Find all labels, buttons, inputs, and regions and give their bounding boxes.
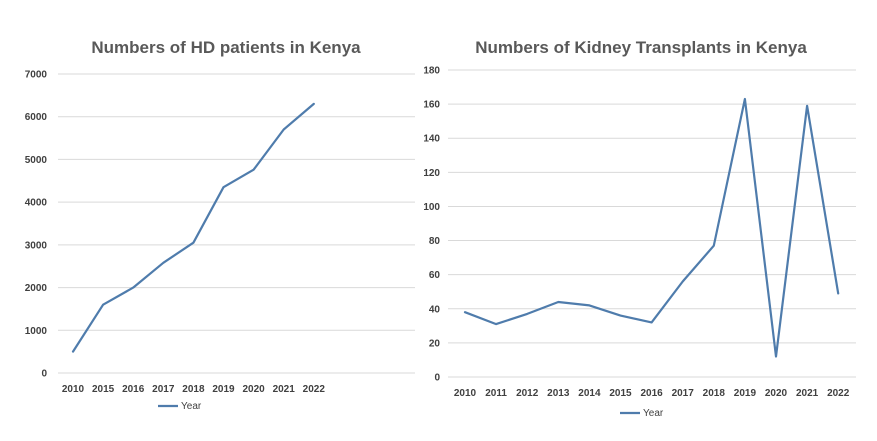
- y-tick-label: 160: [423, 100, 440, 111]
- x-tick-label: 2015: [92, 384, 115, 395]
- chart-title: Numbers of Kidney Transplants in Kenya: [475, 38, 807, 57]
- kidney-transplants-chart: Numbers of Kidney Transplants in Kenya 0…: [423, 38, 856, 419]
- x-tick-label: 2013: [547, 388, 570, 399]
- x-tick-label: 2011: [485, 388, 507, 399]
- y-tick-label: 80: [429, 236, 441, 247]
- x-tick-label: 2019: [212, 384, 235, 395]
- y-tick-label: 180: [423, 66, 440, 77]
- y-tick-label: 3000: [25, 240, 48, 251]
- y-tick-label: 40: [429, 304, 441, 315]
- x-tick-label: 2022: [827, 388, 850, 399]
- y-tick-label: 4000: [25, 198, 48, 209]
- x-tick-label: 2018: [182, 384, 205, 395]
- series-line: [463, 97, 840, 358]
- y-tick-label: 6000: [25, 112, 48, 123]
- x-tick-label: 2014: [578, 388, 601, 399]
- chart-title: Numbers of HD patients in Kenya: [91, 38, 361, 57]
- series-line: [71, 102, 315, 353]
- y-tick-label: 2000: [25, 283, 48, 294]
- y-tick-label: 1000: [25, 326, 48, 337]
- y-tick-label: 0: [434, 373, 440, 384]
- legend-label: Year: [643, 408, 664, 419]
- hd-patients-chart: Numbers of HD patients in Kenya 0 1000 200…: [25, 38, 415, 412]
- legend-label: Year: [181, 401, 202, 412]
- x-tick-label: 2016: [640, 388, 663, 399]
- x-tick-label: 2021: [796, 388, 819, 399]
- y-tick-label: 0: [41, 369, 47, 380]
- x-tick-label: 2012: [516, 388, 539, 399]
- x-tick-label: 2010: [454, 388, 477, 399]
- y-tick-label: 100: [423, 202, 440, 213]
- y-tick-label: 140: [423, 134, 440, 145]
- x-tick-label: 2019: [734, 388, 757, 399]
- y-tick-label: 7000: [25, 70, 48, 81]
- y-tick-label: 20: [429, 338, 441, 349]
- x-tick-label: 2018: [703, 388, 726, 399]
- x-tick-label: 2015: [609, 388, 632, 399]
- x-tick-label: 2022: [303, 384, 326, 395]
- x-tick-label: 2010: [62, 384, 85, 395]
- x-tick-label: 2017: [152, 384, 175, 395]
- y-tick-label: 120: [423, 168, 440, 179]
- y-tick-label: 5000: [25, 155, 48, 166]
- x-tick-label: 2020: [765, 388, 788, 399]
- x-tick-label: 2020: [242, 384, 265, 395]
- x-tick-label: 2021: [273, 384, 296, 395]
- x-tick-label: 2016: [122, 384, 145, 395]
- y-tick-label: 60: [429, 270, 441, 281]
- x-tick-label: 2017: [672, 388, 695, 399]
